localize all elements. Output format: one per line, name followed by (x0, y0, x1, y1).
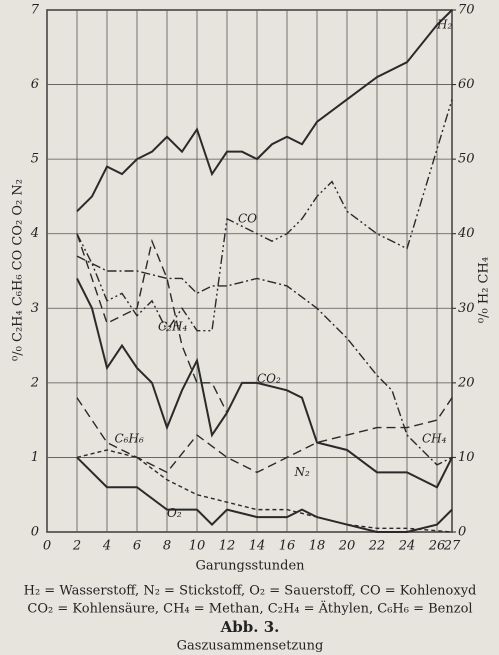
series-label: O₂ (167, 506, 182, 520)
y-tick-label: 5 (31, 152, 39, 167)
series-line (76, 255, 453, 466)
series-line (76, 278, 453, 489)
x-tick-label: 4 (102, 539, 111, 554)
x-tick-label: 16 (279, 539, 296, 554)
x-tick-label: 26 (428, 539, 446, 554)
y2-tick-label: 0 (458, 525, 466, 540)
y2-tick-label: 60 (458, 77, 475, 92)
x-tick-label: 18 (309, 539, 326, 554)
figure-title: Gaszusammensetzung (177, 639, 324, 654)
y-tick-label: 4 (30, 226, 39, 241)
x-tick-label: 0 (43, 539, 51, 554)
y2-axis-title: ⁰/₀ H₂ CH₄ (477, 257, 492, 323)
y2-tick-label: 20 (457, 375, 475, 390)
x-tick-label: 20 (338, 539, 356, 554)
y2-tick-label: 70 (458, 3, 475, 18)
series-label: CO (238, 211, 257, 225)
y2-tick-label: 50 (458, 152, 475, 167)
series-label: C₂H₄ (158, 319, 187, 333)
x-axis-title: Garungsstunden (195, 559, 305, 574)
series-label: CH₄ (422, 431, 447, 445)
y-tick-label: 1 (31, 450, 39, 465)
x-tick-label: 12 (219, 539, 236, 554)
y-tick-label: 6 (31, 77, 39, 92)
series-line (76, 397, 453, 474)
y2-tick-label: 30 (458, 301, 475, 316)
x-tick-label: 6 (133, 539, 141, 554)
series-label: H₂ (436, 17, 452, 31)
x-tick-label: 27 (443, 539, 461, 554)
y2-tick-label: 10 (458, 450, 475, 465)
series-line (76, 449, 453, 533)
x-tick-label: 10 (189, 539, 206, 554)
caption-line: CO₂ = Kohlensäure, CH₄ = Methan, C₂H₄ = … (27, 600, 472, 617)
x-tick-label: 14 (249, 539, 266, 554)
series-line (76, 9, 453, 213)
x-tick-label: 2 (72, 539, 81, 554)
series-label: CO₂ (257, 372, 281, 386)
figure-number: Abb. 3. (220, 618, 280, 636)
x-tick-label: 24 (398, 539, 416, 554)
y-axis-title: ⁰/₀ C₂H₄ C₆H₆ CO CO₂ O₂ N₂ (11, 179, 26, 361)
series-line (76, 456, 453, 533)
y-tick-label: 7 (31, 3, 40, 18)
caption-line: H₂ = Wasserstoff, N₂ = Stickstoff, O₂ = … (24, 584, 477, 599)
series-line (76, 99, 453, 333)
y-tick-label: 2 (30, 375, 39, 390)
y-tick-label: 0 (31, 525, 39, 540)
series-label: C₆H₆ (115, 431, 144, 445)
x-tick-label: 8 (163, 539, 171, 554)
y-tick-label: 3 (31, 301, 39, 316)
series-label: N₂ (294, 465, 311, 479)
x-tick-label: 22 (368, 539, 386, 554)
y2-tick-label: 40 (457, 226, 475, 241)
